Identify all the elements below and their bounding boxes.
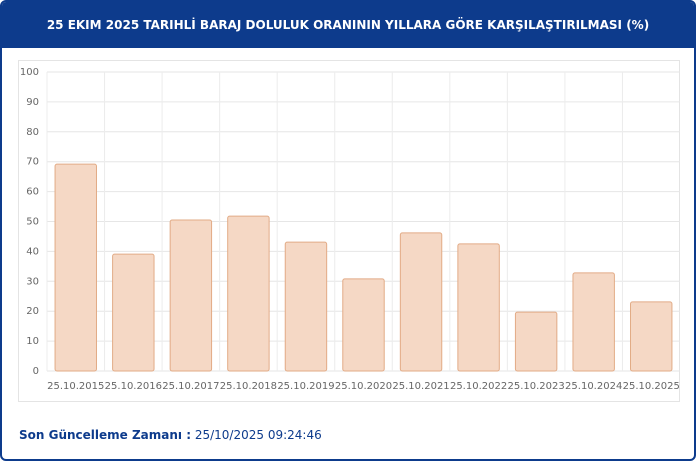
x-tick-label: 25.10.2017 (162, 381, 219, 392)
x-tick-label: 25.10.2021 (392, 381, 449, 392)
x-tick-label: 25.10.2024 (565, 381, 622, 392)
footer-label: Son Güncelleme Zamanı : (19, 428, 192, 442)
y-tick-label: 0 (33, 366, 39, 377)
panel-title: 25 EKIM 2025 TARIHLİ BARAJ DOLULUK ORANI… (2, 2, 694, 48)
bar (572, 272, 615, 372)
x-tick-label: 25.10.2015 (47, 381, 104, 392)
x-tick-label: 25.10.2018 (220, 381, 277, 392)
bar (227, 215, 270, 372)
y-tick-label: 90 (26, 97, 39, 108)
y-tick-label: 70 (26, 157, 39, 168)
x-tick-label: 25.10.2016 (105, 381, 162, 392)
bar (284, 241, 328, 372)
y-tick-label: 20 (26, 306, 39, 317)
y-tick-label: 30 (26, 276, 39, 287)
x-tick-label: 25.10.2022 (450, 381, 507, 392)
y-tick-label: 80 (26, 127, 39, 138)
y-tick-label: 100 (20, 67, 39, 78)
bar (457, 243, 500, 372)
bar (514, 311, 558, 372)
bar (54, 163, 97, 372)
x-tick-label: 25.10.2023 (508, 381, 565, 392)
footer: Son Güncelleme Zamanı : 25/10/2025 09:24… (19, 428, 322, 442)
x-tick-label: 25.10.2025 (623, 381, 680, 392)
bar (399, 232, 443, 372)
y-tick-label: 10 (26, 336, 39, 347)
y-tick-label: 50 (26, 217, 39, 228)
x-tick-label: 25.10.2019 (277, 381, 334, 392)
y-tick-label: 40 (26, 246, 39, 257)
x-tick-label: 25.10.2020 (335, 381, 392, 392)
bar (342, 278, 385, 372)
bar (169, 219, 213, 372)
y-tick-label: 60 (26, 187, 39, 198)
footer-value: 25/10/2025 09:24:46 (194, 428, 322, 442)
bar (112, 253, 155, 372)
bar (630, 301, 673, 372)
chart-box (18, 60, 680, 402)
